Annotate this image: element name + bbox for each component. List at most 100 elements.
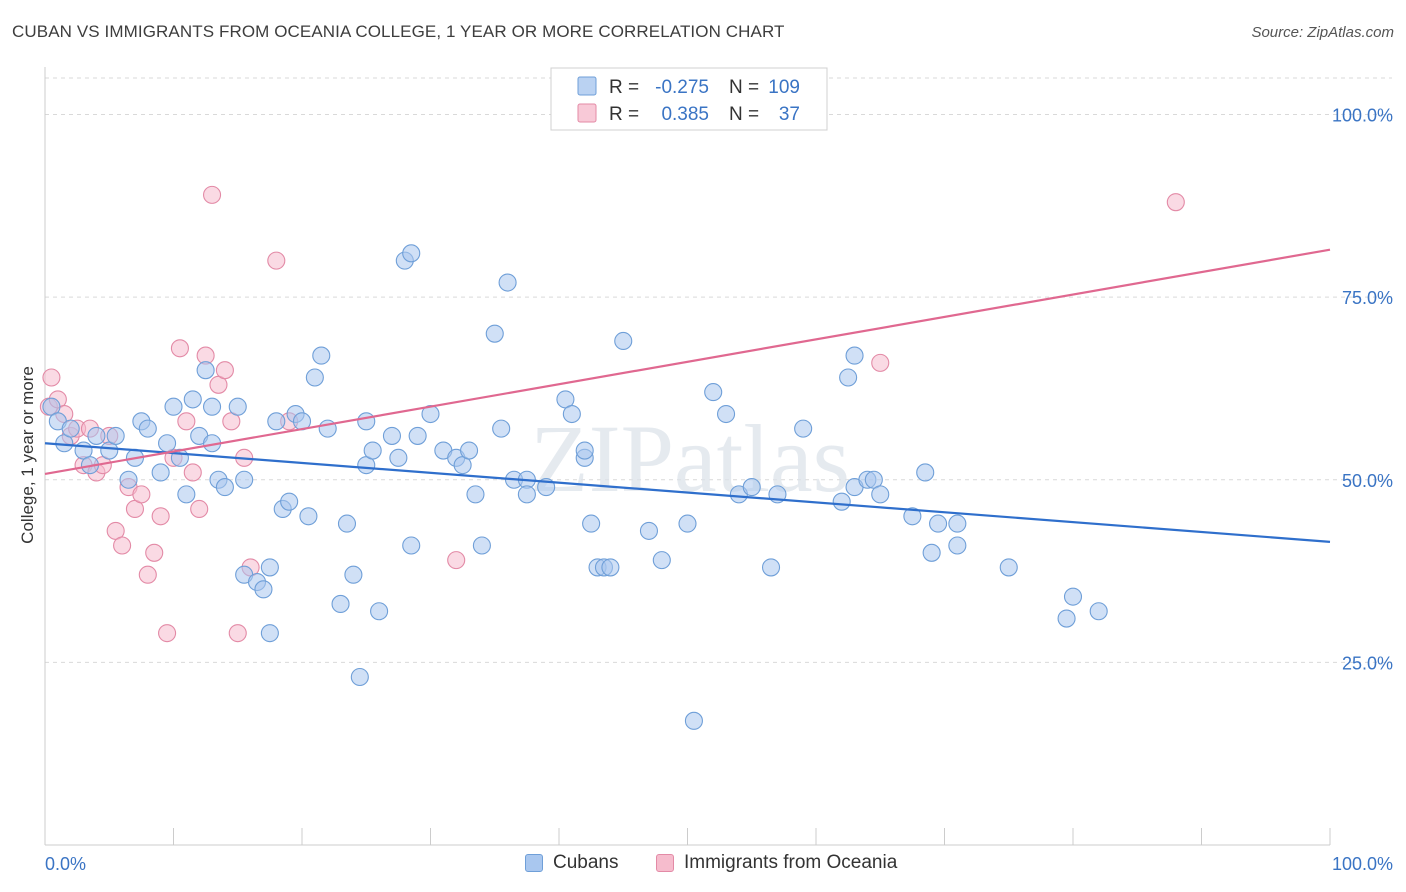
cubans-point	[402, 536, 421, 555]
cubans-point	[254, 580, 273, 599]
cubans-point	[916, 463, 935, 482]
oceania-point	[113, 536, 132, 555]
cubans-point	[999, 558, 1018, 577]
y-tick-label: 25.0%	[1342, 653, 1393, 673]
cubans-point	[267, 412, 286, 431]
oceania-point	[267, 251, 286, 270]
cubans-point	[164, 397, 183, 416]
cubans-point	[832, 492, 851, 511]
legend-r-label: R =	[609, 104, 639, 125]
legend-n-label: N =	[729, 104, 759, 125]
cubans-point	[472, 536, 491, 555]
cubans-point	[614, 331, 633, 351]
legend-n-label: N =	[729, 77, 759, 98]
legend-label-cubans: Cubans	[553, 852, 619, 873]
legend-n-value: 37	[779, 104, 800, 125]
cubans-point	[344, 565, 363, 584]
oceania-point	[1166, 193, 1185, 212]
cubans-point	[871, 485, 890, 504]
oceania-point	[151, 507, 170, 526]
legend-label-oceania: Immigrants from Oceania	[684, 852, 898, 873]
cubans-swatch	[525, 854, 543, 872]
oceania-point	[183, 463, 202, 482]
cubans-point	[280, 492, 299, 511]
cubans-point	[196, 361, 215, 380]
cubans-point	[215, 478, 234, 497]
cubans-point	[1057, 609, 1076, 628]
cubans-point	[260, 624, 279, 643]
legend-frame	[550, 67, 828, 131]
cubans-point	[106, 426, 125, 445]
y-tick-label: 75.0%	[1342, 288, 1393, 308]
legend-item-cubans: Cubans	[525, 852, 619, 874]
cubans-point	[903, 507, 922, 526]
cubans-point	[1089, 602, 1108, 621]
cubans-point	[299, 507, 318, 526]
cubans-point	[1063, 587, 1083, 606]
cubans-point	[235, 470, 254, 489]
cubans-trend-line	[44, 442, 1331, 543]
legend-r-label: R =	[609, 77, 639, 98]
cubans-point	[498, 273, 517, 292]
cubans-point	[119, 470, 138, 489]
cubans-point	[678, 514, 697, 533]
oceania-point	[158, 624, 177, 643]
oceania-point	[447, 551, 466, 570]
cubans-point	[652, 551, 671, 570]
cubans-point	[389, 448, 408, 467]
cubans-point	[845, 346, 864, 365]
oceania-point	[170, 339, 189, 358]
cubans-point	[684, 711, 703, 730]
cubans-point	[948, 536, 967, 555]
cubans-legend-swatch	[577, 76, 597, 96]
y-axis-label: College, 1 year or more	[18, 366, 37, 544]
cubans-point	[742, 478, 761, 497]
cubans-point	[639, 521, 659, 540]
cubans-point	[575, 441, 594, 460]
cubans-point	[466, 485, 485, 504]
x-tick-label: 100.0%	[1332, 854, 1393, 874]
cubans-point	[158, 434, 177, 453]
oceania-point	[871, 353, 890, 372]
cubans-point	[459, 441, 479, 460]
axes	[44, 67, 1331, 846]
y-tick-label: 50.0%	[1342, 471, 1393, 491]
cubans-point	[87, 426, 106, 445]
legend-n-value: 109	[768, 77, 800, 98]
legend-r-value: 0.385	[661, 104, 709, 125]
oceania-point	[145, 543, 164, 562]
source-label: Source: ZipAtlas.com	[1251, 24, 1394, 41]
oceania-swatch	[656, 854, 674, 872]
cubans-point	[922, 543, 941, 562]
legend-item-oceania: Immigrants from Oceania	[656, 852, 897, 874]
cubans-point	[151, 463, 170, 482]
cubans-point	[331, 594, 350, 613]
cubans-point	[601, 558, 620, 577]
cubans-point	[312, 346, 331, 365]
cubans-point	[183, 390, 202, 409]
cubans-point	[492, 419, 511, 438]
oceania-point	[190, 499, 209, 519]
cubans-point	[350, 667, 369, 687]
cubans-point	[370, 602, 389, 621]
chart-title: CUBAN VS IMMIGRANTS FROM OCEANIA COLLEGE…	[12, 22, 785, 41]
cubans-point	[203, 397, 222, 416]
cubans-point	[363, 441, 382, 460]
oceania-point	[177, 412, 196, 431]
cubans-point	[177, 485, 196, 504]
cubans-point	[839, 368, 858, 387]
cubans-point	[61, 419, 80, 438]
tick-labels: 25.0% 50.0% 75.0% 100.0% 0.0% 100.0%	[45, 106, 1393, 874]
cubans-point	[228, 397, 247, 416]
oceania-legend-swatch	[577, 103, 597, 123]
cubans-point	[305, 368, 324, 387]
cubans-point	[704, 383, 723, 402]
cubans-point	[761, 558, 781, 577]
y-tick-label: 100.0%	[1332, 106, 1393, 126]
series-cubans-points	[42, 244, 1108, 730]
oceania-point	[138, 565, 157, 584]
trend-lines	[44, 248, 1331, 543]
cubans-point	[421, 404, 440, 424]
oceania-trend-line	[44, 248, 1331, 476]
bottom-legend: Cubans Immigrants from Oceania	[0, 852, 1406, 878]
